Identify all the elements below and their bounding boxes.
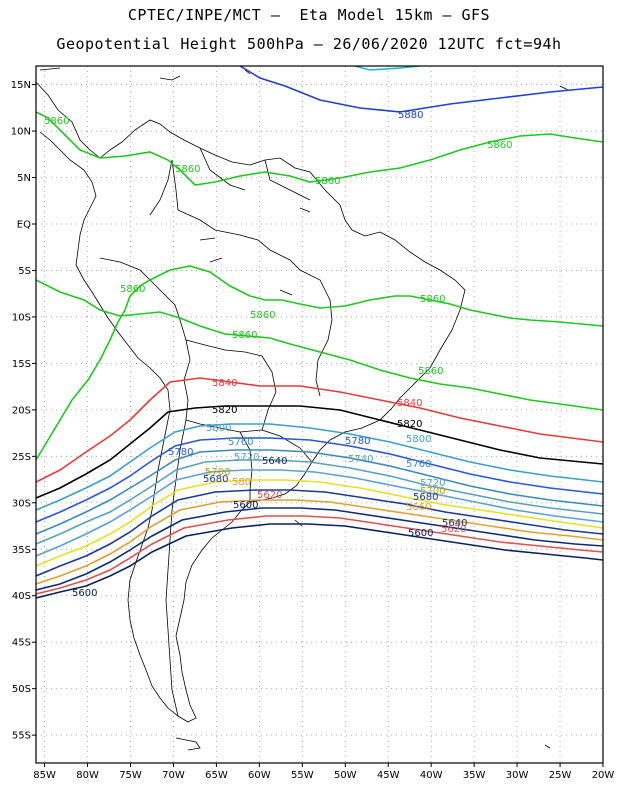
contour-5740 xyxy=(36,459,603,545)
label-5640-b: 5640 xyxy=(442,518,467,529)
latitude-labels: 15N 10N 5N EQ 5S 10S 15S 20S 25S 30S 35S 40S 45S 50S 5… xyxy=(11,80,31,742)
lat-label: 45S xyxy=(12,638,31,649)
coastlines xyxy=(36,67,569,751)
lon-label: 35W xyxy=(463,770,486,781)
label-580-partial: 580 xyxy=(232,477,251,488)
longitude-labels: 85W 80W 75W 70W 65W 60W 55W 50W 45W 40W 35W 30W 25W 2… xyxy=(33,770,614,781)
label-5640-a: 5640 xyxy=(262,456,287,467)
contour-5880 xyxy=(239,66,603,113)
map-frame xyxy=(35,65,604,764)
lon-label: 85W xyxy=(33,770,56,781)
label-5660: 5660 xyxy=(406,502,431,513)
amazon-lake-outlines xyxy=(199,207,311,296)
label-5780-a: 5780 xyxy=(168,447,193,458)
contour-5760 xyxy=(36,449,603,535)
label-5720-a: 5720 xyxy=(234,452,259,463)
contour-5800 xyxy=(36,423,603,511)
label-5860-f: 5860 xyxy=(250,310,275,321)
lon-label: 25W xyxy=(549,770,572,781)
axis-ticks xyxy=(32,84,604,767)
label-5720-b: 5720 xyxy=(420,478,445,489)
label-5680-b: 5680 xyxy=(413,492,438,503)
contour-5660 xyxy=(36,499,603,585)
contour-5860-north xyxy=(36,111,603,186)
contour-5880-top xyxy=(354,66,421,71)
label-5620-b: 5620 xyxy=(441,524,466,535)
lat-label: 55S xyxy=(12,731,31,742)
label-5760-b: 5760 xyxy=(406,459,431,470)
lon-label: 75W xyxy=(119,770,142,781)
lat-label: 40S xyxy=(12,591,31,602)
lon-label: 20W xyxy=(592,770,615,781)
lat-label: 15N xyxy=(11,80,31,91)
lon-label: 30W xyxy=(506,770,529,781)
label-5860-g: 5860 xyxy=(232,330,257,341)
label-5680-a: 5680 xyxy=(203,474,228,485)
contour-5700 xyxy=(36,479,603,567)
contour-5680 xyxy=(36,489,603,577)
label-5840-b: 5840 xyxy=(397,398,422,409)
lat-label: 35S xyxy=(12,545,31,556)
contour-5860-south xyxy=(36,265,603,461)
southern-islands xyxy=(175,519,551,751)
central-america-coast xyxy=(36,81,466,723)
lon-label: 55W xyxy=(291,770,314,781)
label-5600-a: 5600 xyxy=(233,500,258,511)
label-5820-b: 5820 xyxy=(397,419,422,430)
contour-5620 xyxy=(36,515,603,595)
graticule-grid xyxy=(36,66,604,763)
contour-5600 xyxy=(36,523,603,599)
label-5740: 5740 xyxy=(348,454,373,465)
lon-label: 60W xyxy=(248,770,271,781)
label-5600-c: 5600 xyxy=(72,588,97,599)
lon-label: 40W xyxy=(420,770,443,781)
lon-label: 65W xyxy=(205,770,228,781)
lon-label: 80W xyxy=(76,770,99,781)
map-subtitle: Geopotential Height 500hPa – 26/06/2020 … xyxy=(56,35,562,53)
caribbean-islands xyxy=(39,67,569,91)
label-5800-a: 5800 xyxy=(206,423,231,434)
lat-label: 20S xyxy=(12,405,31,416)
label-5700-a: 5700 xyxy=(205,467,230,478)
label-5860-e: 5860 xyxy=(120,284,145,295)
label-5860-b: 5860 xyxy=(175,164,200,175)
contour-5780 xyxy=(36,437,603,523)
contour-lines xyxy=(36,66,603,599)
label-5620-a: 5620 xyxy=(257,490,282,501)
contour-5720 xyxy=(36,469,603,557)
label-5860-d: 5860 xyxy=(487,140,512,151)
label-5600-b: 5600 xyxy=(408,528,433,539)
lat-label: 10S xyxy=(12,312,31,323)
lon-label: 45W xyxy=(377,770,400,781)
contour-labels: 5880 5860 5860 5860 5860 5860 5860 5860 … xyxy=(44,110,512,599)
label-5840-a: 5840 xyxy=(212,378,237,389)
label-5800-b: 5800 xyxy=(406,434,431,445)
lat-label: 25S xyxy=(12,452,31,463)
contour-5840 xyxy=(36,377,603,483)
label-5820-a: 5820 xyxy=(212,405,237,416)
contour-5640 xyxy=(36,507,603,591)
lat-label: 5S xyxy=(18,266,31,277)
label-5860-c: 5860 xyxy=(315,176,340,187)
lon-label: 50W xyxy=(334,770,357,781)
lon-label: 70W xyxy=(162,770,185,781)
label-5880: 5880 xyxy=(398,110,423,121)
map-title: CPTEC/INPE/MCT – Eta Model 15km – GFS xyxy=(127,6,491,24)
label-5700-b: 5700 xyxy=(420,486,445,497)
label-5760-a: 5760 xyxy=(228,437,253,448)
contour-5860-east xyxy=(36,279,603,411)
lat-label: EQ xyxy=(17,219,31,230)
lat-label: 15S xyxy=(12,359,31,370)
lat-label: 5N xyxy=(17,173,31,184)
label-5860-i: 5860 xyxy=(418,366,443,377)
contour-5820 xyxy=(36,405,603,499)
label-5780-b: 5780 xyxy=(345,436,370,447)
label-5860-h: 5860 xyxy=(420,294,445,305)
lat-label: 50S xyxy=(12,684,31,695)
lat-label: 10N xyxy=(11,127,31,138)
lat-label: 30S xyxy=(12,498,31,509)
label-5860-a: 5860 xyxy=(44,116,69,127)
